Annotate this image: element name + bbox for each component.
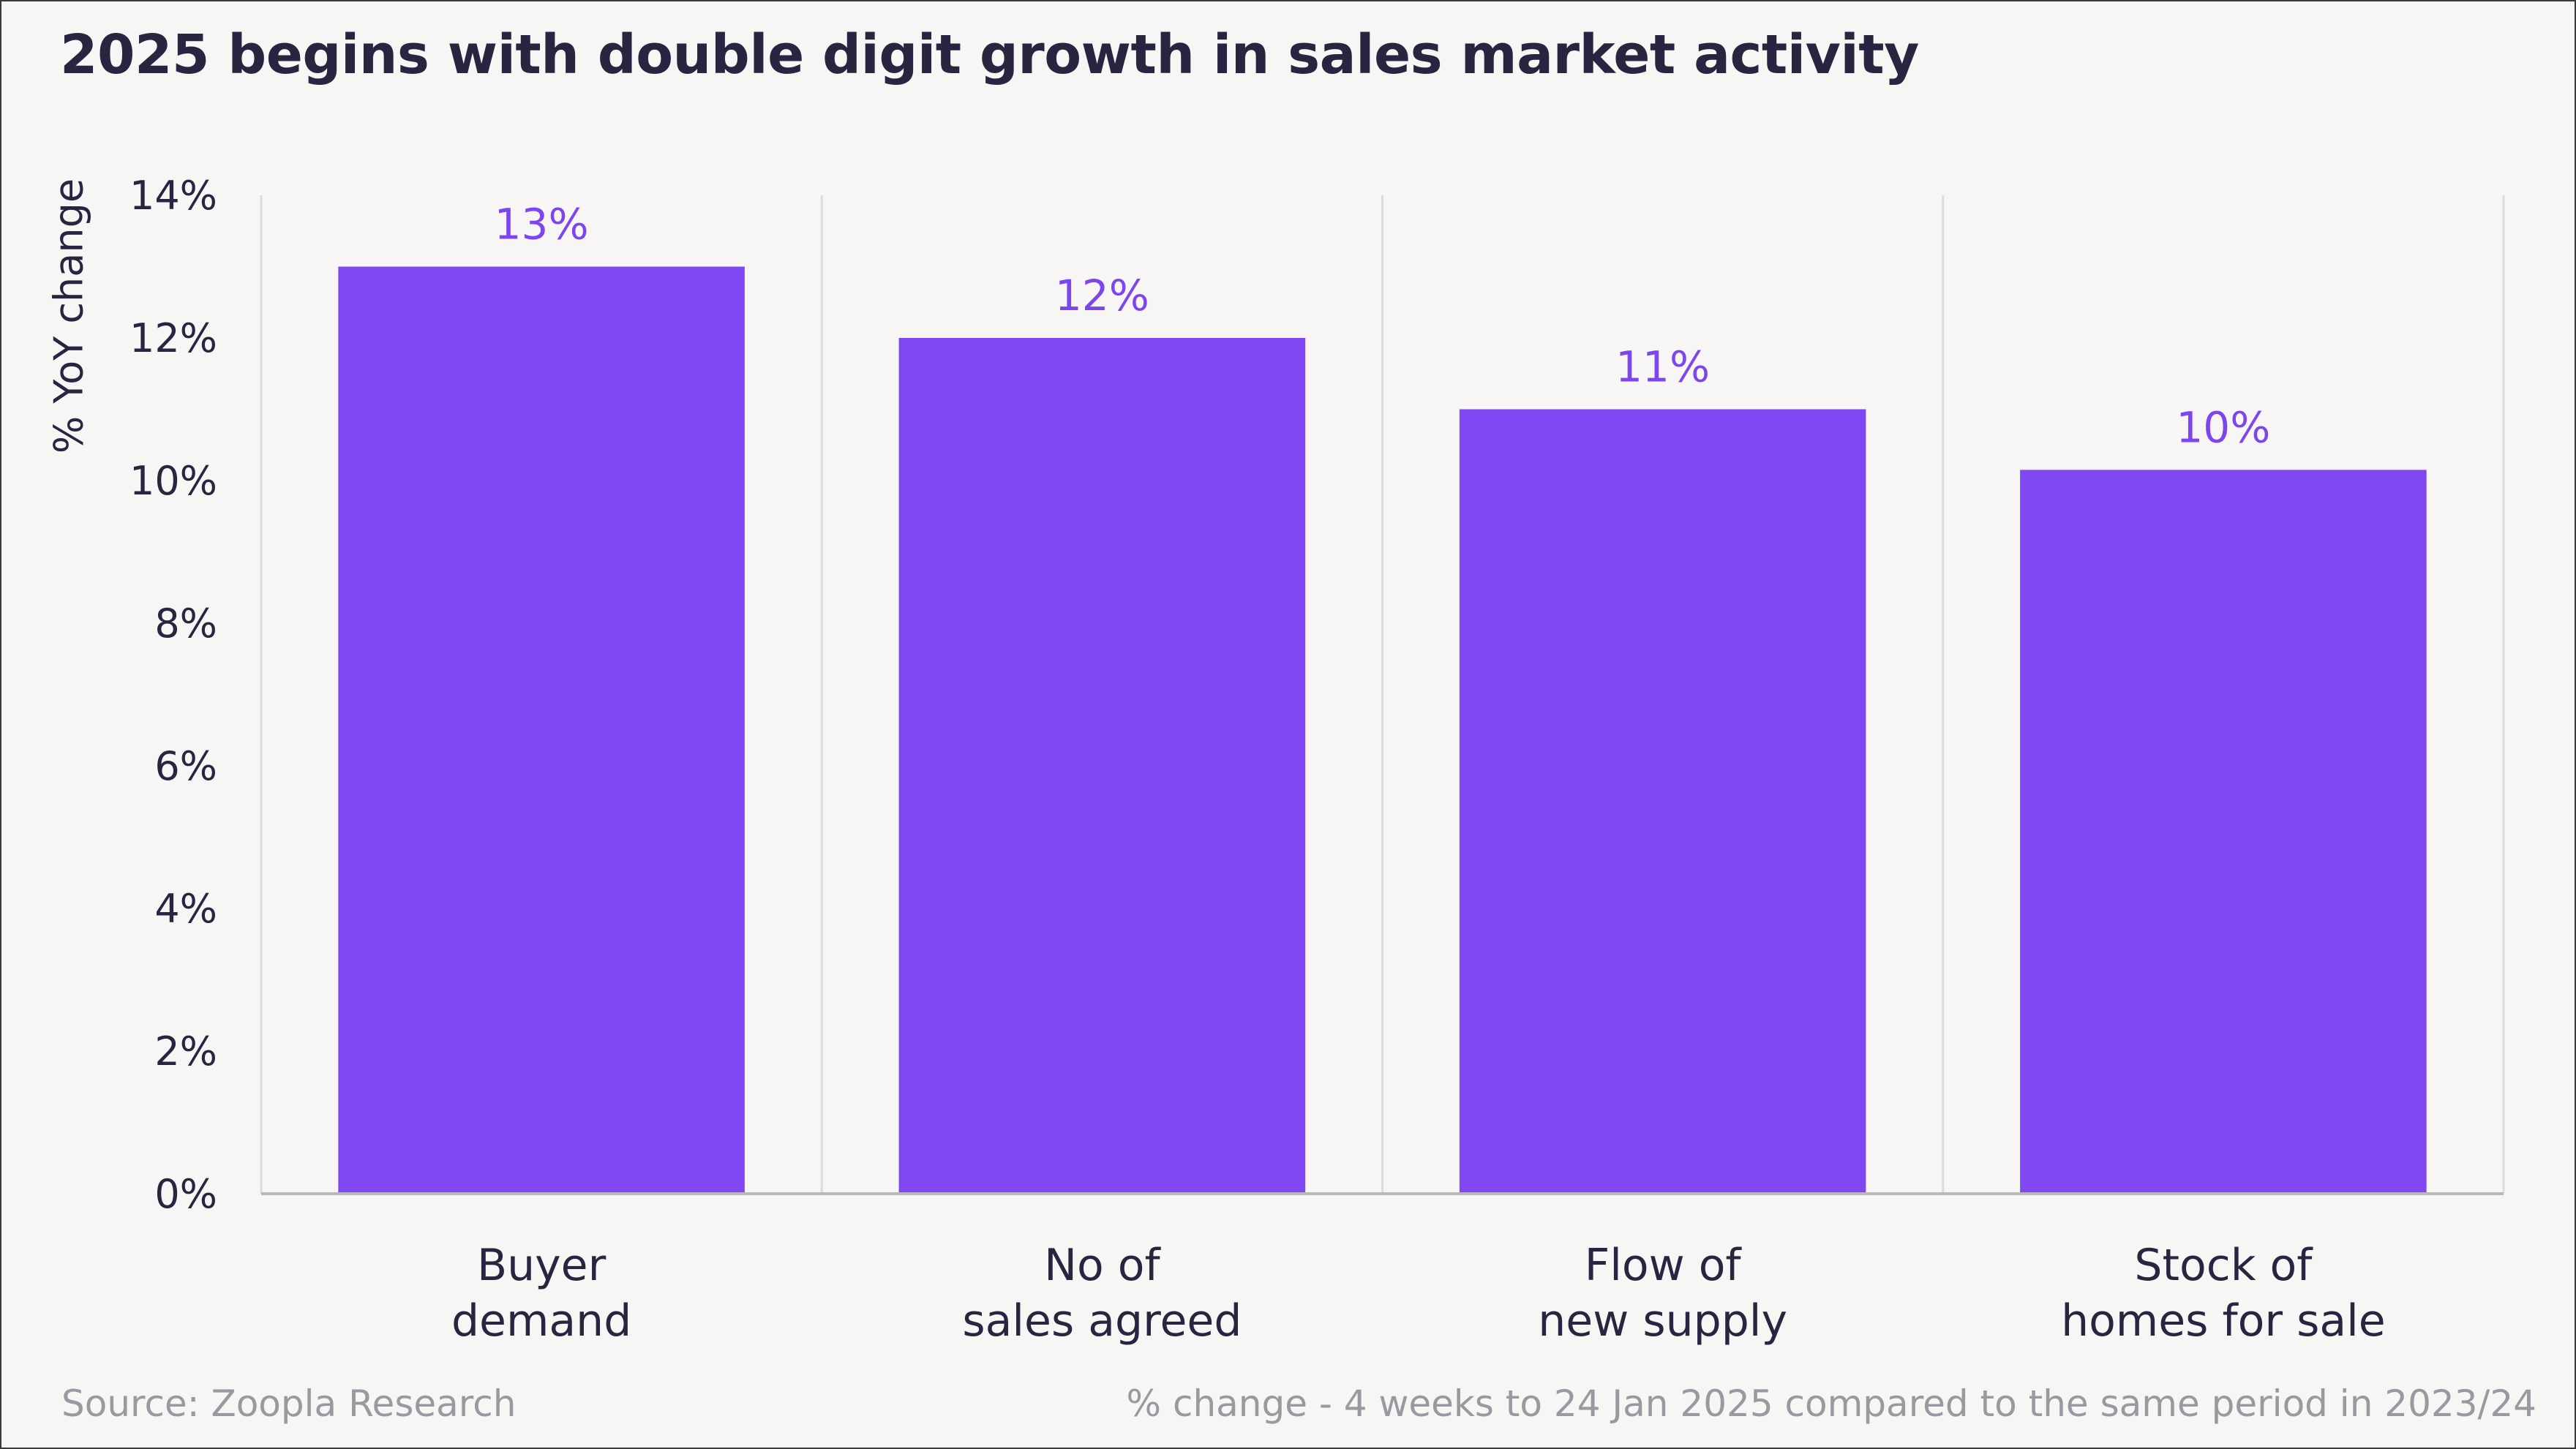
x-category-label: sales agreed [962, 1295, 1242, 1347]
x-category-label: homes for sale [2061, 1295, 2386, 1347]
bar [1459, 409, 1866, 1194]
x-category-label: Buyer [477, 1240, 607, 1291]
bar [898, 338, 1306, 1194]
bar-value-label: 10% [2176, 402, 2270, 452]
x-category-label: Flow of [1585, 1240, 1743, 1291]
y-tick-label: 12% [129, 315, 217, 361]
y-tick-label: 0% [154, 1171, 217, 1217]
bar [338, 266, 745, 1194]
y-tick-label: 4% [154, 886, 217, 932]
bar-value-label: 13% [495, 200, 589, 249]
y-tick-label: 2% [154, 1028, 217, 1074]
x-category-label: demand [451, 1295, 631, 1347]
bar-value-label: 12% [1055, 271, 1149, 320]
y-tick-label: 10% [129, 458, 217, 504]
x-category-label: Stock of [2134, 1240, 2313, 1291]
chart-title: 2025 begins with double digit growth in … [60, 23, 1919, 86]
y-tick-label: 8% [154, 601, 217, 647]
bar [2020, 470, 2427, 1194]
x-category-label: new supply [1538, 1295, 1787, 1347]
x-category-label: No of [1044, 1240, 1161, 1291]
y-tick-label: 6% [154, 743, 217, 789]
period-note: % change - 4 weeks to 24 Jan 2025 compar… [1126, 1382, 2536, 1425]
bar-value-label: 11% [1615, 342, 1710, 392]
y-tick-label: 14% [129, 173, 217, 219]
source-note: Source: Zoopla Research [61, 1382, 517, 1425]
